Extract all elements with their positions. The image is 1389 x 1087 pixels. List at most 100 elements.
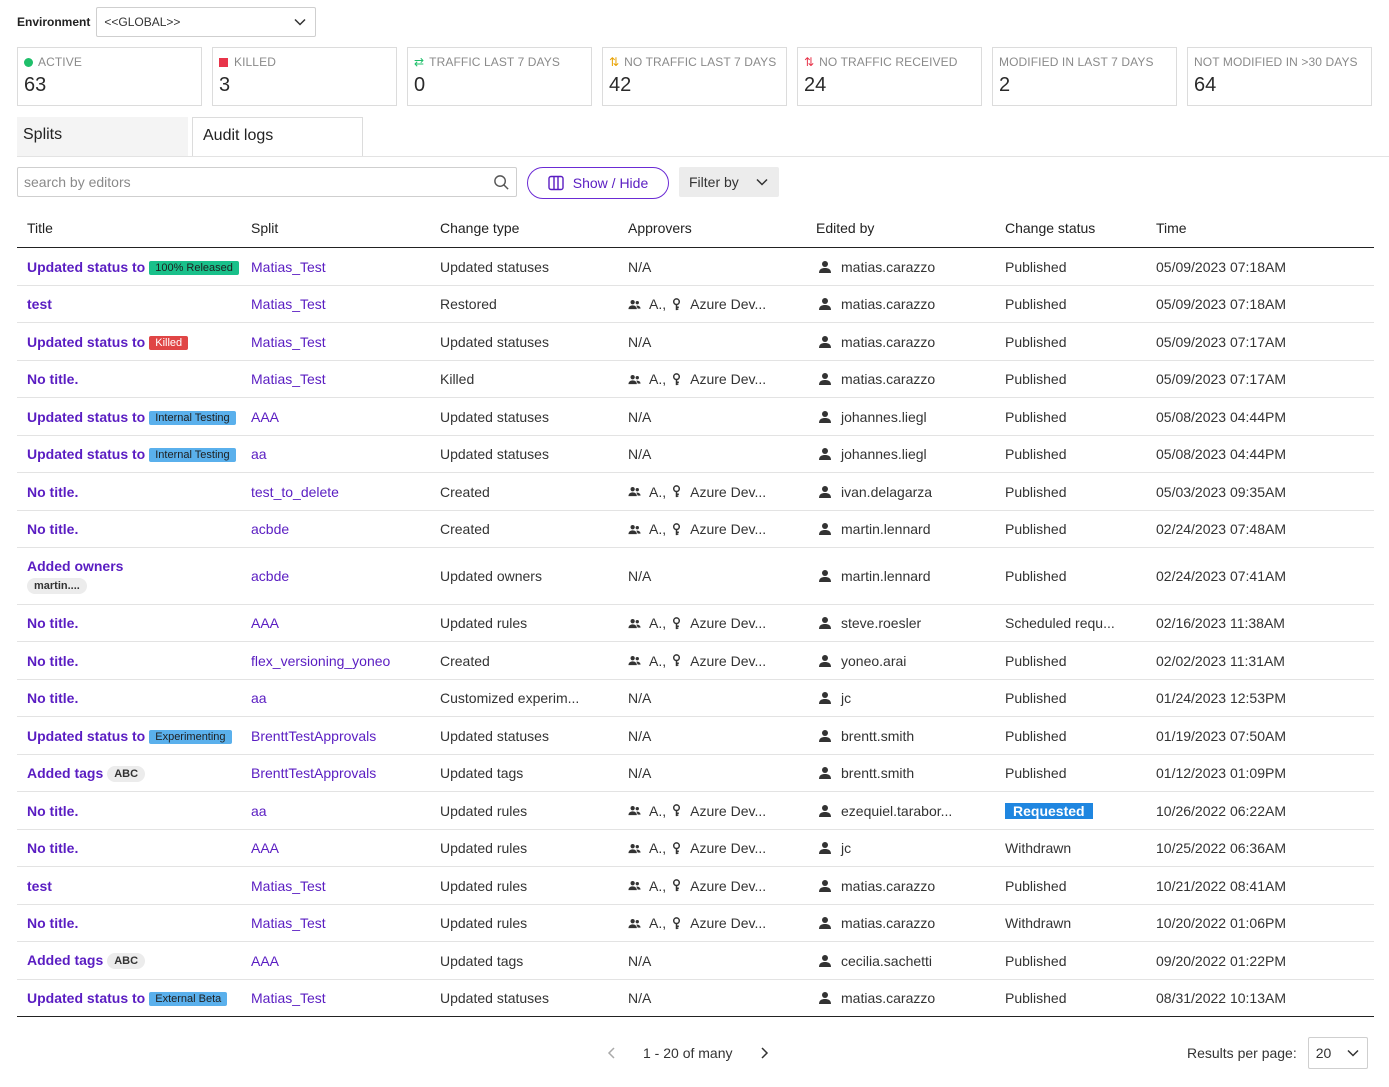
title-link[interactable]: No title. — [27, 371, 79, 387]
table-row[interactable]: No title. aa Updated rules A., Azure Dev... e… — [17, 792, 1374, 830]
show-hide-button[interactable]: Show / Hide — [527, 167, 669, 199]
split-link[interactable]: AAA — [251, 840, 280, 856]
split-link[interactable]: flex_versioning_yoneo — [251, 652, 391, 669]
title-link[interactable]: No title. — [27, 615, 79, 631]
filter-by-button[interactable]: Filter by — [679, 167, 779, 197]
split-link[interactable]: acbde — [251, 521, 290, 537]
split-link[interactable]: Matias_Test — [251, 333, 326, 350]
change-status-cell: Published — [1005, 765, 1067, 781]
split-link[interactable]: AAA — [251, 408, 280, 425]
table-row[interactable]: No title. Matias_Test Killed A., Azure Dev..… — [17, 361, 1374, 398]
stat-killed[interactable]: KILLED 3 — [212, 47, 397, 106]
table-row[interactable]: Added tags ABC BrenttTestApprovals Updated … — [17, 755, 1374, 792]
approvers-cell[interactable]: A., Azure Dev... — [628, 803, 816, 819]
table-row[interactable]: test Matias_Test Updated rules A., Azure Dev… — [17, 867, 1374, 905]
stat-no-traffic-last-7-days[interactable]: ⇅ NO TRAFFIC LAST 7 DAYS 42 — [602, 47, 787, 106]
table-row[interactable]: Updated status to Internal Testing aa Updat… — [17, 436, 1374, 473]
split-link[interactable]: AAA — [251, 952, 280, 969]
title-link[interactable]: Added tags — [27, 952, 104, 968]
title-link[interactable]: No title. — [27, 690, 79, 706]
chevron-left-icon[interactable] — [605, 1046, 619, 1060]
stat-not-modified-30-days[interactable]: NOT MODIFIED IN >30 DAYS 64 — [1187, 47, 1372, 106]
title-link[interactable]: Updated status to — [27, 408, 146, 425]
search-input[interactable] — [24, 174, 493, 190]
approvers-cell[interactable]: A., Azure Dev... — [628, 615, 816, 631]
results-per-page-select[interactable]: 20 — [1307, 1037, 1368, 1069]
tab-splits[interactable]: Splits — [17, 117, 188, 156]
approvers-cell[interactable]: A., Azure Dev... — [628, 653, 816, 669]
approvers-cell[interactable]: A., Azure Dev... — [628, 840, 816, 856]
table-row[interactable]: test Matias_Test Restored A., Azure Dev... ma… — [17, 286, 1374, 323]
split-link[interactable]: aa — [251, 802, 267, 819]
table-row[interactable]: Updated status to 100% Released Matias_Tes… — [17, 248, 1374, 286]
environment-select[interactable]: <<GLOBAL>> — [96, 7, 317, 37]
header-change-type[interactable]: Change type — [440, 219, 520, 236]
table-row[interactable]: No title. AAA Updated rules A., Azure Dev...… — [17, 830, 1374, 867]
title-link[interactable]: Added owners — [27, 558, 124, 574]
change-status-cell: Requested — [1005, 802, 1156, 819]
split-link[interactable]: BrenttTestApprovals — [251, 727, 377, 744]
header-change-status[interactable]: Change status — [1005, 219, 1096, 236]
stat-no-traffic-received[interactable]: ⇅ NO TRAFFIC RECEIVED 24 — [797, 47, 982, 106]
change-status-cell: Published — [1005, 446, 1067, 462]
split-link[interactable]: AAA — [251, 615, 280, 631]
title-link[interactable]: test — [27, 296, 52, 312]
table-row[interactable]: No title. Matias_Test Updated rules A., Azur… — [17, 905, 1374, 942]
header-time[interactable]: Time — [1156, 219, 1187, 236]
header-split[interactable]: Split — [251, 219, 279, 236]
key-icon — [673, 372, 681, 385]
stat-active[interactable]: ACTIVE 63 — [17, 47, 202, 106]
title-link[interactable]: Updated status to — [27, 727, 146, 744]
title-link[interactable]: No title. — [27, 802, 79, 819]
header-approvers[interactable]: Approvers — [628, 219, 692, 236]
split-link[interactable]: BrenttTestApprovals — [251, 765, 377, 781]
split-link[interactable]: Matias_Test — [251, 915, 326, 931]
title-link[interactable]: No title. — [27, 915, 79, 931]
title-link[interactable]: No title. — [27, 521, 79, 537]
title-link[interactable]: Updated status to — [27, 333, 146, 350]
title-link[interactable]: test — [27, 877, 52, 894]
approvers-cell[interactable]: A., Azure Dev... — [628, 878, 816, 894]
table-row[interactable]: Updated status to Experimenting BrenttTest… — [17, 717, 1374, 755]
stat-traffic-last-7-days[interactable]: ⇄ TRAFFIC LAST 7 DAYS 0 — [407, 47, 592, 106]
split-link[interactable]: test_to_delete — [251, 483, 339, 500]
approvers-cell[interactable]: A., Azure Dev... — [628, 484, 816, 500]
title-link[interactable]: Added tags — [27, 764, 104, 781]
approvers-cell[interactable]: A., Azure Dev... — [628, 915, 816, 931]
editor-name: johannes.liegl — [841, 446, 927, 462]
split-link[interactable]: Matias_Test — [251, 258, 326, 275]
split-link[interactable]: Matias_Test — [251, 371, 326, 387]
table-row[interactable]: Updated status to External Beta Matias_Tes… — [17, 980, 1374, 1017]
table-row[interactable]: Updated status to Internal Testing AAA Upda… — [17, 398, 1374, 436]
title-link[interactable]: Updated status to — [27, 446, 146, 462]
table-row[interactable]: No title. flex_versioning_yoneo Created A.,… — [17, 642, 1374, 680]
title-link[interactable]: No title. — [27, 483, 79, 500]
split-link[interactable]: Matias_Test — [251, 296, 326, 312]
table-row[interactable]: Added tags ABC AAA Updated tags N/A cecilia.s… — [17, 942, 1374, 980]
table-row[interactable]: No title. aa Customized experim... N/A jc Pub… — [17, 680, 1374, 717]
title-link[interactable]: No title. — [27, 840, 79, 856]
title-link[interactable]: Updated status to — [27, 990, 146, 1006]
title-link[interactable]: Updated status to — [27, 258, 146, 275]
approvers-cell[interactable]: A., Azure Dev... — [628, 371, 816, 387]
search-icon[interactable] — [493, 174, 510, 191]
split-link[interactable]: aa — [251, 446, 267, 462]
table-row[interactable]: No title. acbde Created A., Azure Dev... mart… — [17, 511, 1374, 548]
split-link[interactable]: aa — [251, 690, 267, 706]
stat-modified-last-7-days[interactable]: MODIFIED IN LAST 7 DAYS 2 — [992, 47, 1177, 106]
header-title[interactable]: Title — [27, 219, 53, 236]
tab-audit-logs[interactable]: Audit logs — [192, 117, 363, 156]
split-link[interactable]: acbde — [251, 568, 290, 584]
table-row[interactable]: Added owners martin.... acbde Updated owner… — [17, 548, 1374, 605]
approvers-cell[interactable]: A., Azure Dev... — [628, 296, 816, 312]
chevron-right-icon[interactable] — [757, 1046, 771, 1060]
table-row[interactable]: No title. test_to_delete Created A., Azure D… — [17, 473, 1374, 511]
user-icon — [819, 485, 831, 498]
split-link[interactable]: Matias_Test — [251, 877, 326, 894]
table-row[interactable]: Updated status to Killed Matias_Test Update… — [17, 323, 1374, 361]
split-link[interactable]: Matias_Test — [251, 990, 326, 1006]
approvers-cell[interactable]: A., Azure Dev... — [628, 521, 816, 537]
header-edited-by[interactable]: Edited by — [816, 219, 875, 236]
table-row[interactable]: No title. AAA Updated rules A., Azure Dev...… — [17, 605, 1374, 642]
title-link[interactable]: No title. — [27, 652, 79, 669]
